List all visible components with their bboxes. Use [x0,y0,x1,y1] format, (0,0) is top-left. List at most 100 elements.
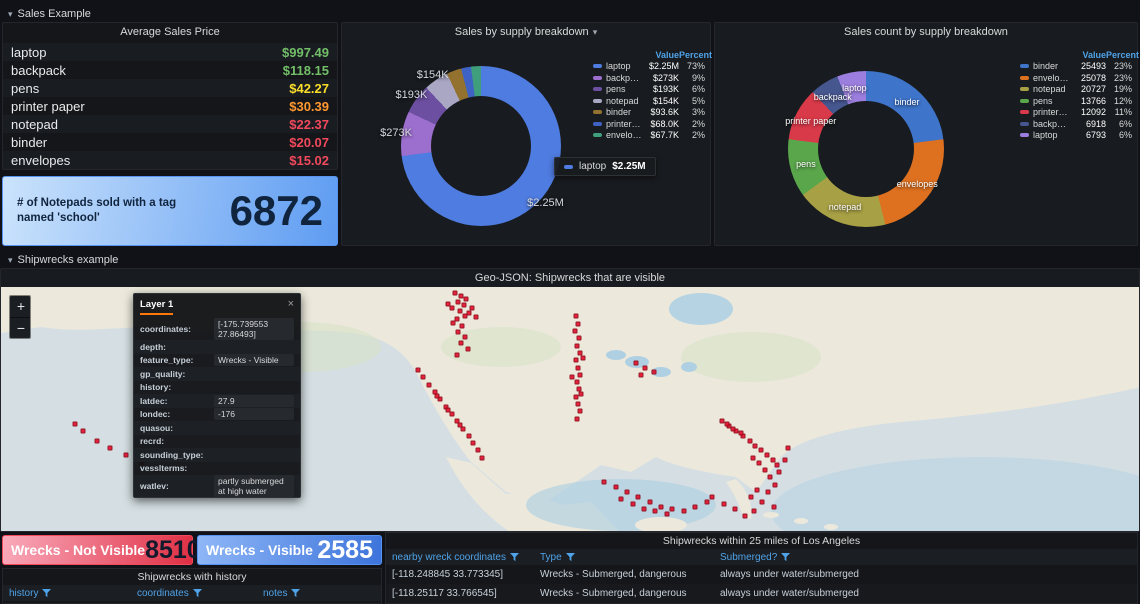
table-row[interactable]: binder $20.07 [3,133,337,151]
shipwreck-marker[interactable] [455,329,461,335]
table-row[interactable]: laptop $997.49 [3,43,337,61]
tooltip-layer-tab[interactable]: Layer 1 [140,299,174,315]
shipwreck-marker[interactable] [765,489,771,495]
shipwreck-marker[interactable] [107,445,113,451]
table-row[interactable]: pens $42.27 [3,79,337,97]
shipwreck-marker[interactable] [455,299,461,305]
column-header[interactable]: nearby wreck coordinates [386,552,534,563]
legend-col-value[interactable]: Value [1082,49,1106,60]
panel-title[interactable]: Sales by supply breakdown ▾ [342,23,710,41]
row-header-shipwrecks[interactable]: ▾ Shipwrecks example [8,254,118,266]
shipwreck-marker[interactable] [473,314,479,320]
shipwreck-marker[interactable] [577,350,583,356]
shipwreck-marker[interactable] [742,513,748,519]
shipwreck-marker[interactable] [767,474,773,480]
column-header[interactable]: notes [257,588,381,599]
shipwreck-marker[interactable] [462,313,468,319]
shipwreck-marker[interactable] [454,352,460,358]
shipwreck-marker[interactable] [569,374,575,380]
shipwreck-marker[interactable] [578,391,584,397]
panel-title[interactable]: Average Sales Price [120,26,220,38]
legend-item[interactable]: binder $93.6K 3% [593,107,705,119]
legend-item[interactable]: envelopes $67.7K 2% [593,130,705,142]
shipwreck-marker[interactable] [72,421,78,427]
shipwreck-marker[interactable] [466,433,472,439]
shipwreck-marker[interactable] [460,426,466,432]
shipwreck-marker[interactable] [576,335,582,341]
legend-item[interactable]: notepad $154K 5% [593,95,705,107]
shipwreck-marker[interactable] [458,340,464,346]
shipwreck-marker[interactable] [577,372,583,378]
shipwreck-marker[interactable] [630,501,636,507]
shipwreck-marker[interactable] [449,305,455,311]
shipwreck-marker[interactable] [426,382,432,388]
legend-item[interactable]: backpack 6918 6% [1020,118,1132,130]
table-row[interactable]: backpack $118.15 [3,61,337,79]
shipwreck-marker[interactable] [575,321,581,327]
shipwreck-marker[interactable] [724,421,730,427]
donut-chart-sales[interactable]: $2.25M $273K $193K $154K [380,66,564,226]
shipwreck-marker[interactable] [434,393,440,399]
column-header[interactable]: history [3,588,131,599]
shipwreck-marker[interactable] [647,499,653,505]
panel-title[interactable]: Sales count by supply breakdown [844,26,1008,38]
shipwreck-marker[interactable] [461,302,467,308]
close-icon[interactable]: × [287,298,294,310]
shipwreck-marker[interactable] [463,296,469,302]
shipwreck-marker[interactable] [575,401,581,407]
shipwreck-marker[interactable] [573,394,579,400]
shipwreck-marker[interactable] [633,360,639,366]
shipwreck-marker[interactable] [445,301,451,307]
legend-item[interactable]: envelopes 25078 23% [1020,72,1132,84]
shipwreck-marker[interactable] [470,440,476,446]
shipwreck-marker[interactable] [475,447,481,453]
shipwreck-marker[interactable] [748,494,754,500]
shipwreck-marker[interactable] [94,438,100,444]
shipwreck-marker[interactable] [759,499,765,505]
shipwreck-marker[interactable] [466,310,472,316]
filter-icon[interactable] [291,588,301,598]
legend-col-percent[interactable]: Percent [679,49,713,60]
shipwreck-marker[interactable] [462,334,468,340]
shipwreck-marker[interactable] [642,365,648,371]
shipwreck-marker[interactable] [754,487,760,493]
shipwreck-marker[interactable] [692,504,698,510]
shipwreck-marker[interactable] [420,374,426,380]
row-header-sales[interactable]: ▾ Sales Example [8,8,91,20]
shipwreck-marker[interactable] [770,457,776,463]
shipwreck-marker[interactable] [457,308,463,314]
legend-col-percent[interactable]: Percent [1106,49,1140,60]
shipwreck-marker[interactable] [785,445,791,451]
shipwreck-marker[interactable] [449,411,455,417]
shipwreck-marker[interactable] [573,357,579,363]
legend-item[interactable]: printer paper 12092 11% [1020,107,1132,119]
legend-item[interactable]: laptop $2.25M 73% [593,61,705,73]
shipwreck-marker[interactable] [641,506,647,512]
shipwreck-marker[interactable] [601,479,607,485]
shipwreck-marker[interactable] [573,313,579,319]
legend-item[interactable]: backpack $273K 9% [593,72,705,84]
table-row[interactable]: envelopes $15.02 [3,151,337,169]
shipwreck-marker[interactable] [782,457,788,463]
shipwreck-marker[interactable] [652,508,658,514]
shipwreck-marker[interactable] [437,396,443,402]
shipwreck-marker[interactable] [123,452,129,458]
shipwreck-marker[interactable] [452,290,458,296]
shipwreck-marker[interactable] [445,407,451,413]
shipwreck-marker[interactable] [576,386,582,392]
shipwreck-marker[interactable] [572,328,578,334]
shipwreck-marker[interactable] [575,365,581,371]
legend-item[interactable]: laptop 6793 6% [1020,130,1132,142]
shipwreck-marker[interactable] [772,482,778,488]
column-header[interactable]: Submerged? [714,552,1137,563]
legend-item[interactable]: printer paper $68.0K 2% [593,118,705,130]
shipwreck-marker[interactable] [635,494,641,500]
shipwreck-marker[interactable] [751,508,757,514]
shipwreck-marker[interactable] [469,305,475,311]
shipwreck-marker[interactable] [730,426,736,432]
shipwreck-marker[interactable] [658,504,664,510]
shipwreck-marker[interactable] [758,447,764,453]
map-canvas[interactable]: + − Layer 1 × coordinates: [-175.739553 2… [1,287,1139,531]
filter-icon[interactable] [192,588,202,598]
table-title[interactable]: Shipwrecks within 25 miles of Los Angele… [662,535,861,547]
